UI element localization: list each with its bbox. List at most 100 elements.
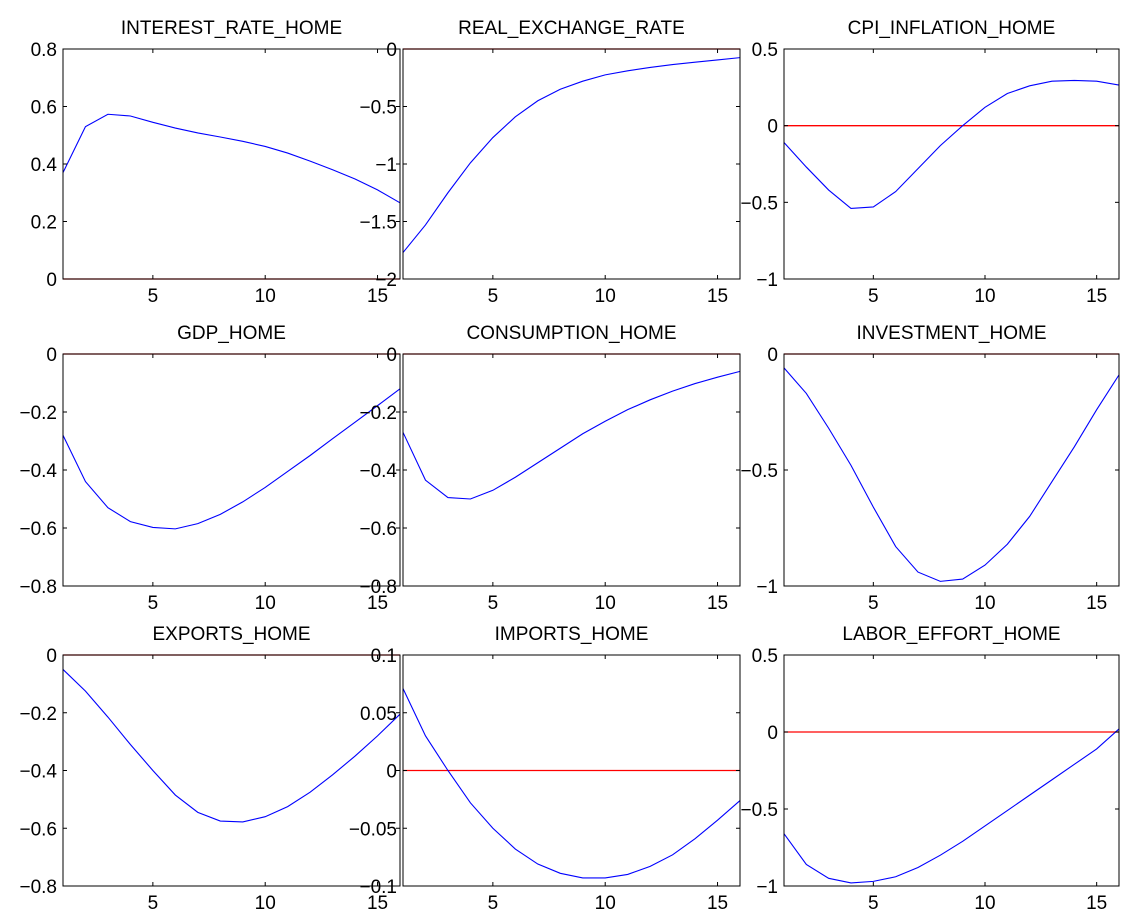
y-tick-label: −0.5 <box>740 461 778 482</box>
subplot-title: CONSUMPTION_HOME <box>466 323 676 344</box>
axes-box <box>62 353 401 587</box>
x-tick-label: 10 <box>974 593 995 614</box>
axes-box <box>402 48 741 280</box>
response-line <box>402 688 741 879</box>
response-line <box>783 728 1120 884</box>
response-line <box>62 388 401 530</box>
y-tick-label: 0 <box>767 345 778 366</box>
response-line <box>402 370 741 500</box>
x-tick-label: 15 <box>707 593 728 614</box>
x-tick-label: 10 <box>974 286 995 307</box>
y-tick-label: −0.5 <box>740 800 778 821</box>
y-tick-label: −0.2 <box>19 704 57 725</box>
y-tick-label: 0 <box>386 40 397 61</box>
x-tick-label: 15 <box>1086 893 1107 914</box>
y-tick-label: −1 <box>756 877 778 898</box>
y-tick-label: −0.05 <box>349 819 397 840</box>
subplot-6: EXPORTS_HOME 5 10 15 −0.8 −0.6 −0.4 −0.2 0 <box>19 624 401 914</box>
subplot-title: REAL_EXCHANGE_RATE <box>458 18 685 39</box>
x-tick-label: 5 <box>868 893 879 914</box>
x-tick-label: 5 <box>148 893 159 914</box>
subplot-5: INVESTMENT_HOME 5 10 15 −1 −0.5 0 <box>740 323 1120 614</box>
subplot-title: LABOR_EFFORT_HOME <box>842 624 1060 645</box>
axes-box <box>783 654 1120 887</box>
x-tick-label: 5 <box>148 286 159 307</box>
y-tick-label: 0 <box>767 723 778 744</box>
y-tick-label: 0 <box>386 345 397 366</box>
x-tick-label: 10 <box>255 286 276 307</box>
y-tick-label: −0.8 <box>19 577 57 598</box>
response-line <box>783 367 1120 582</box>
y-tick-label: −0.6 <box>359 519 397 540</box>
x-tick-label: 15 <box>1086 593 1107 614</box>
y-tick-label: 0.05 <box>360 704 397 725</box>
y-tick-label: 0.5 <box>752 646 778 667</box>
y-tick-label: −0.4 <box>359 461 397 482</box>
y-tick-label: −0.6 <box>19 819 57 840</box>
y-tick-label: 0 <box>386 762 397 783</box>
x-tick-label: 15 <box>367 593 388 614</box>
x-tick-label: 15 <box>707 893 728 914</box>
y-tick-label: −0.4 <box>19 762 57 783</box>
x-tick-label: 15 <box>707 286 728 307</box>
x-tick-label: 5 <box>488 286 499 307</box>
x-tick-label: 5 <box>488 893 499 914</box>
y-tick-label: −0.8 <box>359 577 397 598</box>
response-line <box>62 669 401 823</box>
response-line <box>402 57 741 253</box>
subplot-0: INTEREST_RATE_HOME 5 10 15 0 0.2 0.4 0.6 0.8 <box>31 18 401 307</box>
x-tick-label: 10 <box>255 893 276 914</box>
y-tick-label: −1 <box>756 577 778 598</box>
x-tick-label: 10 <box>255 593 276 614</box>
subplot-2: CPI_INFLATION_HOME 5 10 15 −1 −0.5 0 0.5 <box>740 18 1120 307</box>
y-tick-label: 0.1 <box>371 646 397 667</box>
y-tick-label: 0 <box>46 270 57 291</box>
subplot-title: CPI_INFLATION_HOME <box>848 18 1056 39</box>
x-tick-label: 10 <box>595 893 616 914</box>
y-tick-label: −0.5 <box>359 98 397 119</box>
x-tick-label: 5 <box>868 286 879 307</box>
y-tick-label: 0 <box>46 345 57 366</box>
y-tick-label: 0 <box>46 646 57 667</box>
y-tick-label: 0.6 <box>31 98 57 119</box>
y-tick-label: −2 <box>375 270 397 291</box>
axes-box <box>62 654 401 887</box>
x-tick-label: 5 <box>488 593 499 614</box>
y-tick-label: 0.4 <box>31 155 58 176</box>
x-tick-label: 5 <box>868 593 879 614</box>
y-tick-label: −1 <box>375 155 397 176</box>
subplot-title: GDP_HOME <box>177 323 286 344</box>
y-tick-label: −1 <box>756 270 778 291</box>
response-line <box>62 113 401 204</box>
x-tick-label: 15 <box>1086 286 1107 307</box>
subplot-title: EXPORTS_HOME <box>152 624 310 645</box>
y-tick-label: 0.5 <box>752 40 778 61</box>
x-tick-label: 10 <box>974 893 995 914</box>
y-tick-label: −0.2 <box>359 403 397 424</box>
y-tick-label: −0.6 <box>19 519 57 540</box>
x-tick-label: 5 <box>148 593 159 614</box>
x-tick-label: 15 <box>367 286 388 307</box>
axes-box <box>783 48 1120 280</box>
response-line <box>783 79 1120 210</box>
x-tick-label: 15 <box>367 893 388 914</box>
axes-box <box>783 353 1120 587</box>
y-tick-label: −0.5 <box>740 193 778 214</box>
x-tick-label: 10 <box>595 593 616 614</box>
axes-box <box>62 48 401 280</box>
y-tick-label: −0.2 <box>19 403 57 424</box>
subplot-title: INVESTMENT_HOME <box>856 323 1046 344</box>
axes-box <box>402 353 741 587</box>
y-tick-label: 0.8 <box>31 40 57 61</box>
x-tick-label: 10 <box>595 286 616 307</box>
y-tick-label: −1.5 <box>359 213 397 234</box>
y-tick-label: 0.2 <box>31 213 57 234</box>
y-tick-label: 0 <box>767 117 778 138</box>
subplot-title: INTEREST_RATE_HOME <box>121 18 342 39</box>
y-tick-label: −0.8 <box>19 877 57 898</box>
